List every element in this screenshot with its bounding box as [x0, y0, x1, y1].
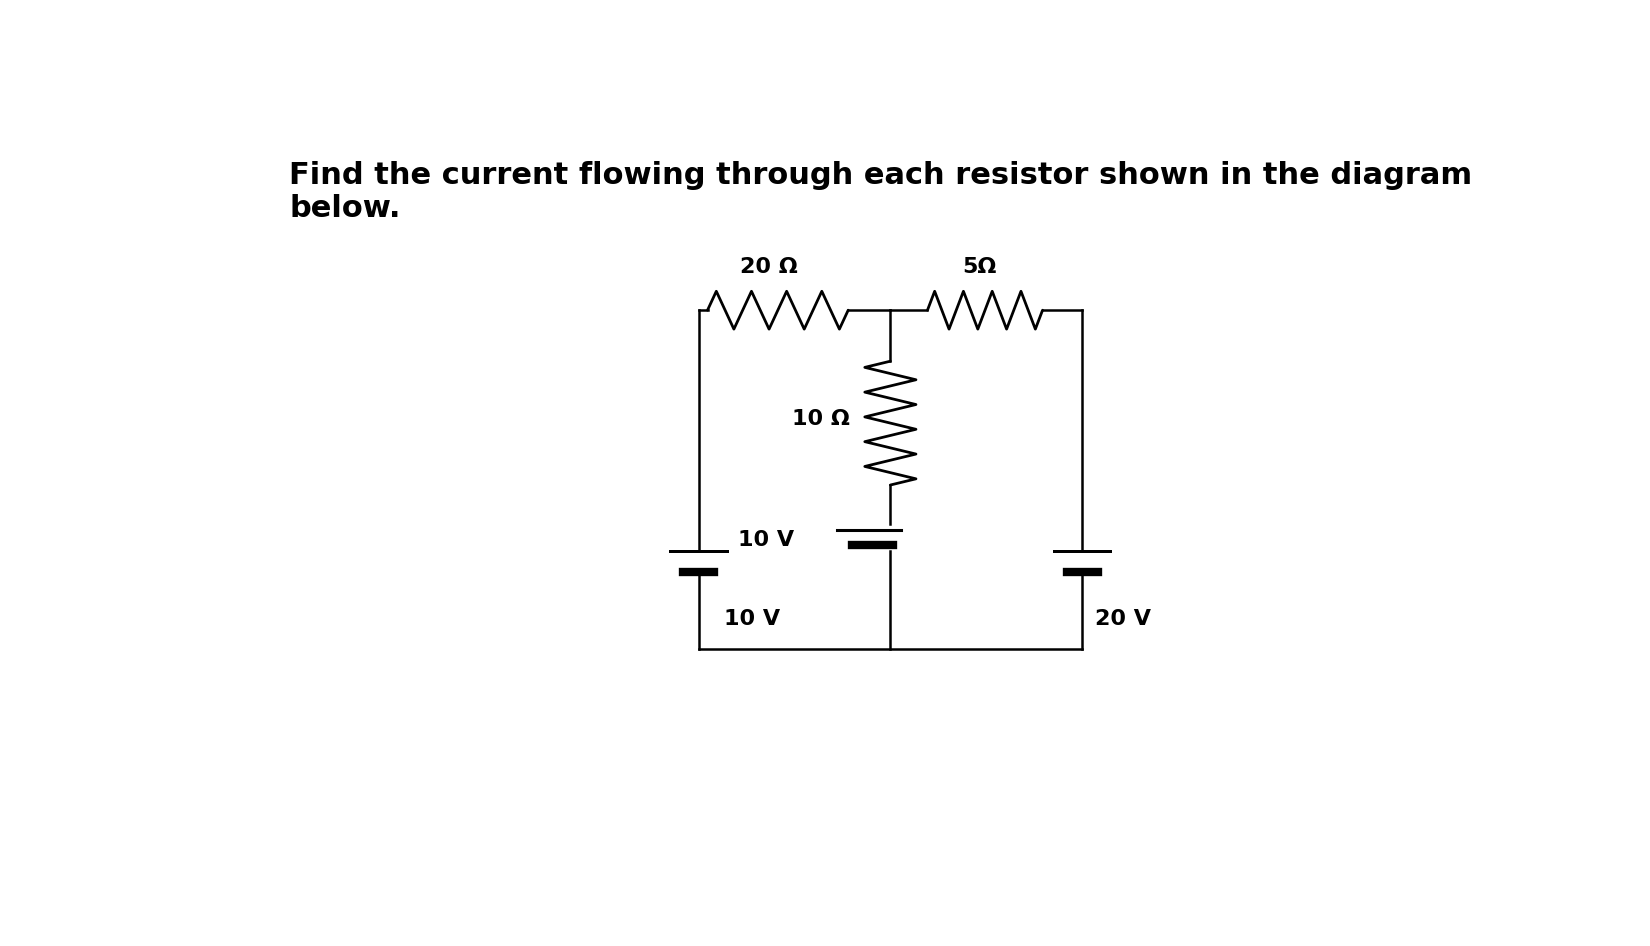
- Text: Find the current flowing through each resistor shown in the diagram
below.: Find the current flowing through each re…: [289, 161, 1472, 223]
- Text: 10 Ω: 10 Ω: [792, 410, 850, 429]
- Text: 10 V: 10 V: [724, 609, 780, 629]
- Text: 20 V: 20 V: [1096, 609, 1152, 629]
- Text: 20 Ω: 20 Ω: [739, 257, 799, 277]
- Text: 10 V: 10 V: [738, 530, 795, 550]
- Text: 5Ω: 5Ω: [962, 257, 997, 277]
